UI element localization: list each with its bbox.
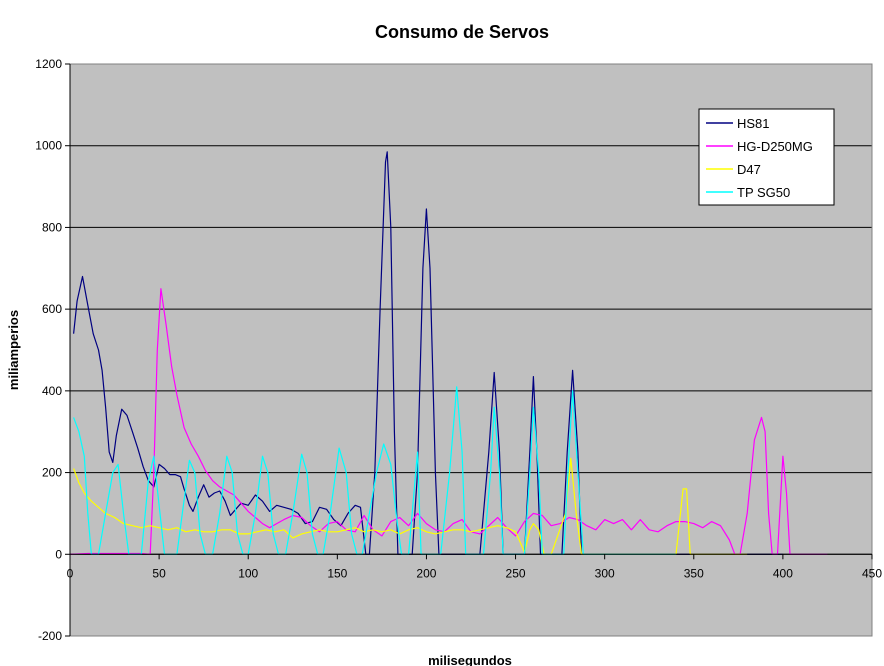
x-tick-label: 250 xyxy=(506,566,526,580)
x-tick-label: 50 xyxy=(152,566,166,580)
x-tick-label: 450 xyxy=(862,566,882,580)
axes xyxy=(69,63,873,637)
y-tick-label: 600 xyxy=(42,302,62,316)
chart-title: Consumo de Servos xyxy=(375,22,549,42)
legend-label-3: TP SG50 xyxy=(737,185,790,200)
x-tick-label: 400 xyxy=(773,566,793,580)
legend: HS81 HG-D250MG D47 TP SG50 xyxy=(698,108,835,206)
series-line-1 xyxy=(69,288,828,555)
x-tick-label: 150 xyxy=(327,566,347,580)
y-tick-label: 800 xyxy=(42,220,62,234)
x-axis-ticks: 0 50 100 150 200 250 300 350 400 450 xyxy=(67,554,882,580)
y-tick-label: 1200 xyxy=(35,57,62,71)
x-tick-label: 100 xyxy=(238,566,258,580)
y-tick-label: 200 xyxy=(42,466,62,480)
x-axis-title: milisegundos xyxy=(428,653,512,666)
legend-box xyxy=(698,108,835,206)
legend-label-0: HS81 xyxy=(737,116,770,131)
series-line-3 xyxy=(73,386,676,555)
y-axis-title: miliamperios xyxy=(6,310,21,390)
x-tick-label: 0 xyxy=(67,566,74,580)
x-tick-label: 350 xyxy=(684,566,704,580)
y-tick-label: 0 xyxy=(55,547,62,561)
y-tick-label: 1000 xyxy=(35,139,62,153)
x-tick-label: 200 xyxy=(416,566,436,580)
x-tick-label: 300 xyxy=(595,566,615,580)
legend-label-2: D47 xyxy=(737,162,761,177)
y-axis-ticks: -200 0 200 400 600 800 1000 1200 xyxy=(35,57,70,643)
y-tick-label: -200 xyxy=(38,629,62,643)
y-tick-label: 400 xyxy=(42,384,62,398)
legend-label-1: HG-D250MG xyxy=(737,139,813,154)
